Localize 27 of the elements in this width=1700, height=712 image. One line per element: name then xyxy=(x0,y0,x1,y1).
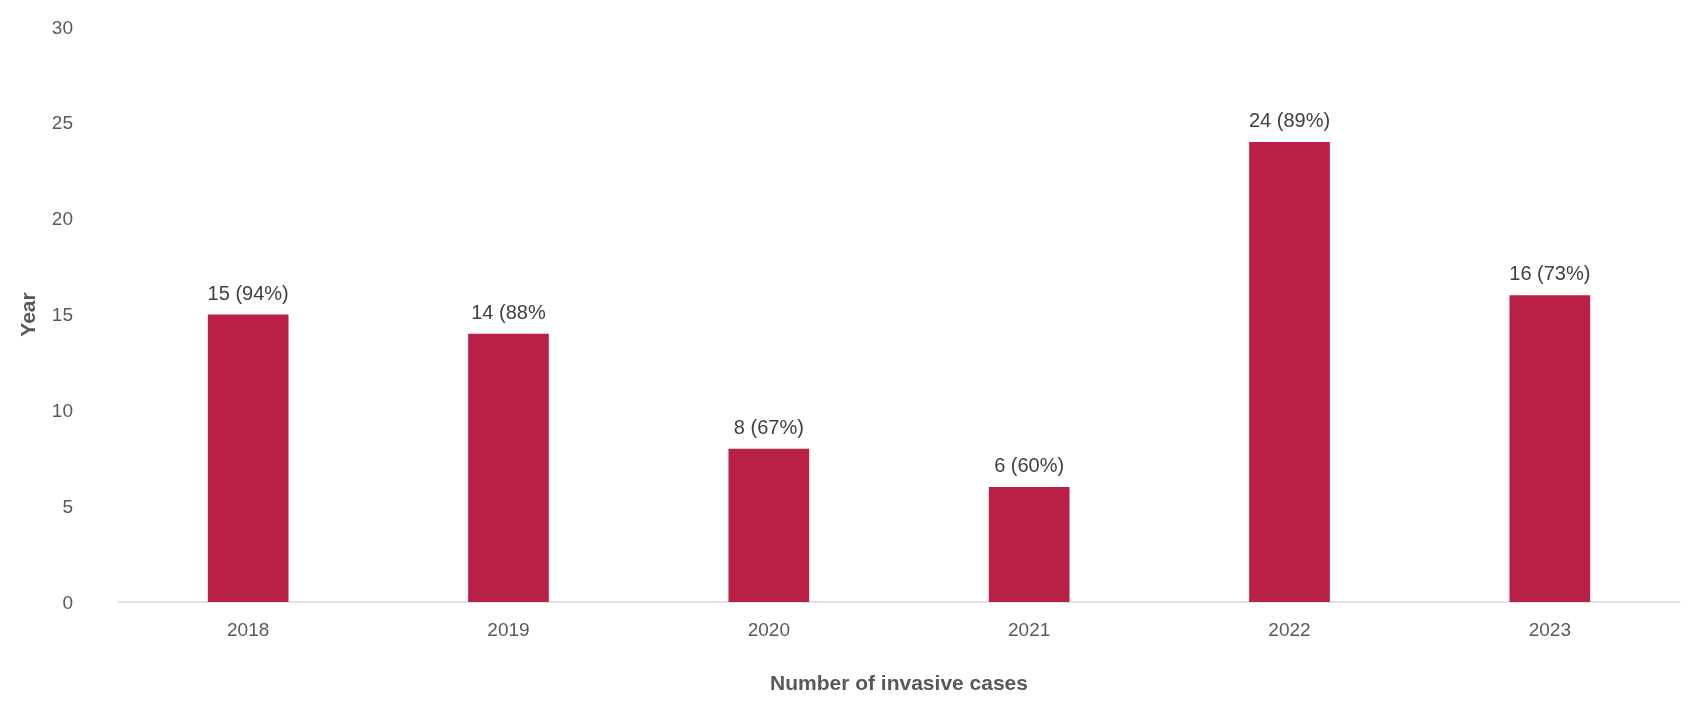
bar xyxy=(728,448,810,602)
bar xyxy=(207,314,289,602)
data-label: 24 (89%) xyxy=(1248,109,1331,131)
bar xyxy=(1509,295,1591,602)
data-label: 6 (60%) xyxy=(994,454,1065,476)
y-tick-label: 10 xyxy=(51,399,73,421)
bar xyxy=(468,333,549,602)
data-label: 15 (94%) xyxy=(207,281,289,304)
x-axis-title: Number of invasive cases xyxy=(770,671,1028,694)
y-tick-label: 30 xyxy=(51,16,73,38)
data-label: 14 (88% xyxy=(471,300,546,323)
x-tick-label: 2021 xyxy=(1008,619,1051,640)
y-tick-label: 25 xyxy=(51,112,73,134)
y-tick-label: 5 xyxy=(62,495,73,517)
data-label: 8 (67%) xyxy=(733,415,804,438)
bar xyxy=(988,487,1070,602)
x-tick-label: 2018 xyxy=(227,619,270,640)
y-axis-title: Year xyxy=(16,292,39,337)
bar xyxy=(1249,142,1330,602)
x-tick-label: 2020 xyxy=(747,619,790,640)
y-tick-label: 0 xyxy=(62,591,73,613)
x-tick-label: 2022 xyxy=(1268,619,1311,640)
x-tick-label: 2019 xyxy=(487,619,530,640)
y-tick-label: 20 xyxy=(51,208,73,230)
y-tick-label: 15 xyxy=(51,304,73,325)
data-label: 16 (73%) xyxy=(1509,262,1591,285)
x-tick-label: 2023 xyxy=(1528,619,1571,640)
